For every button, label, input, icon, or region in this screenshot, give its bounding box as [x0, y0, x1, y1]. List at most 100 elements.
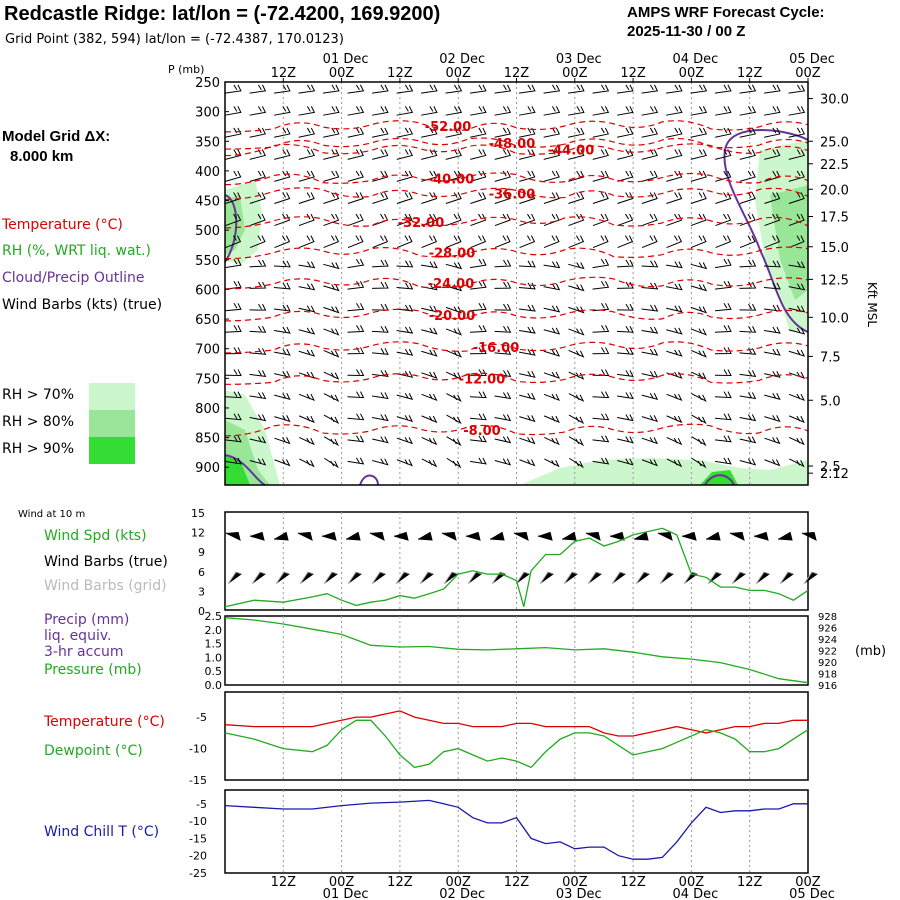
wind-barb [345, 531, 361, 541]
wind-barb [641, 326, 659, 334]
wind-barb [715, 235, 732, 249]
wind-barb [470, 235, 487, 249]
wind-barb [371, 303, 389, 311]
wind-barb [568, 306, 585, 314]
wind-barb [323, 235, 340, 249]
pressure-tick-label: 850 [195, 432, 220, 447]
wind-barb [519, 235, 536, 249]
temperature-line [224, 710, 808, 737]
bottom-hour-label: 12Z [737, 875, 763, 890]
wind-barb [249, 170, 266, 182]
wind-speed-legend: Wind Spd (kts) [44, 528, 147, 544]
wind-barb [371, 325, 389, 333]
pressure-tick-label: 600 [195, 283, 220, 298]
wind-barb-grid [251, 571, 267, 585]
wind-barb [298, 235, 315, 249]
wind-barb [372, 149, 389, 160]
wind-barb [494, 235, 511, 249]
wind-barb [690, 328, 707, 336]
wind-barb [568, 213, 585, 227]
wind-barb [396, 282, 414, 290]
wind-barb [633, 531, 649, 541]
wind-barb [249, 531, 265, 541]
wind-barb [617, 414, 634, 422]
wind-barbs-true-legend: Wind Barbs (true) [44, 554, 168, 570]
wind-barb [801, 531, 817, 541]
precip-tick-label: 0.5 [205, 665, 223, 678]
bottom-hour-label: 12Z [271, 875, 297, 890]
temperature-contour-label: -40.00 [428, 173, 475, 188]
wind-barb [690, 149, 707, 160]
kft-tick-label: 2.5 [820, 460, 841, 475]
wind-barb [519, 170, 536, 182]
wind-barb [666, 371, 683, 379]
top-date-label: 03 Dec [556, 52, 602, 67]
wind-barb [690, 284, 708, 292]
wind-barb [249, 325, 267, 333]
temperature-contours [224, 120, 809, 437]
wind-barb [494, 436, 512, 444]
wind-barb [445, 106, 463, 116]
wind-barb [421, 106, 438, 116]
wind-barb [519, 213, 536, 227]
wind-10m-barbs [225, 531, 817, 541]
wind-barb [519, 415, 536, 423]
wind-barb [396, 304, 414, 312]
wind-barb-grid [395, 571, 411, 585]
wind-barb [568, 393, 585, 402]
wind-barb [568, 284, 585, 292]
wind-barb [617, 436, 634, 444]
wind-barb [396, 149, 413, 160]
dewpoint-legend: Dewpoint (°C) [44, 743, 143, 759]
wind-barb [681, 531, 697, 541]
wind-barb [347, 213, 364, 227]
wind-barb [249, 303, 267, 311]
wind-barb [417, 531, 433, 541]
wind-barb [666, 415, 683, 424]
wind-barb [764, 192, 781, 204]
rh70-swatch [89, 383, 135, 410]
bottom-hour-label: 00Z [679, 875, 705, 890]
wind-barb [470, 213, 487, 227]
wind-barb [666, 436, 683, 446]
wind-barb [274, 437, 291, 445]
wind-tick-label: 3 [198, 585, 205, 598]
pressure-tick-label: 250 [195, 76, 220, 91]
wind-barb [347, 280, 365, 290]
wind-barb [323, 350, 340, 358]
wind-barb [592, 280, 610, 290]
wind-barb [274, 326, 291, 334]
wind-barb-grid [227, 571, 243, 585]
wind-barb [691, 414, 707, 425]
pressure-tick-label: 350 [195, 135, 220, 150]
wind-barb [347, 435, 365, 443]
wind-barb [298, 213, 315, 227]
wind-barb [225, 258, 242, 269]
rh-shading-6 [770, 185, 808, 300]
wind-barb [616, 348, 634, 355]
kft-tick-label: 17.5 [820, 211, 849, 226]
wind-barb [421, 436, 438, 446]
temperature-series-legend: Temperature (°C) [44, 714, 165, 730]
wind-barb-grid [371, 571, 387, 585]
wind-barbs-legend: Wind Barbs (kts) (true) [2, 297, 163, 313]
wind-barb [494, 84, 512, 94]
wind-barb [617, 213, 634, 227]
wind-chill-tick-label: -20 [189, 850, 207, 863]
top-hour-label: 12Z [387, 66, 413, 81]
wind-barb [347, 192, 364, 204]
wind-barb [225, 170, 242, 182]
wind-barb [592, 413, 610, 421]
wind-barb [347, 391, 365, 399]
wind-barb [421, 305, 438, 313]
wind-barb [518, 304, 536, 312]
wind-barb [298, 305, 316, 313]
wind-barb [494, 259, 512, 268]
wind-barb [641, 192, 658, 204]
wind-barb [739, 458, 757, 466]
kft-tick-label: 5.0 [820, 394, 841, 409]
wind-barb [777, 531, 793, 541]
wind-barb [274, 415, 291, 423]
wind-barb [666, 149, 683, 160]
wind-barb [788, 349, 806, 357]
